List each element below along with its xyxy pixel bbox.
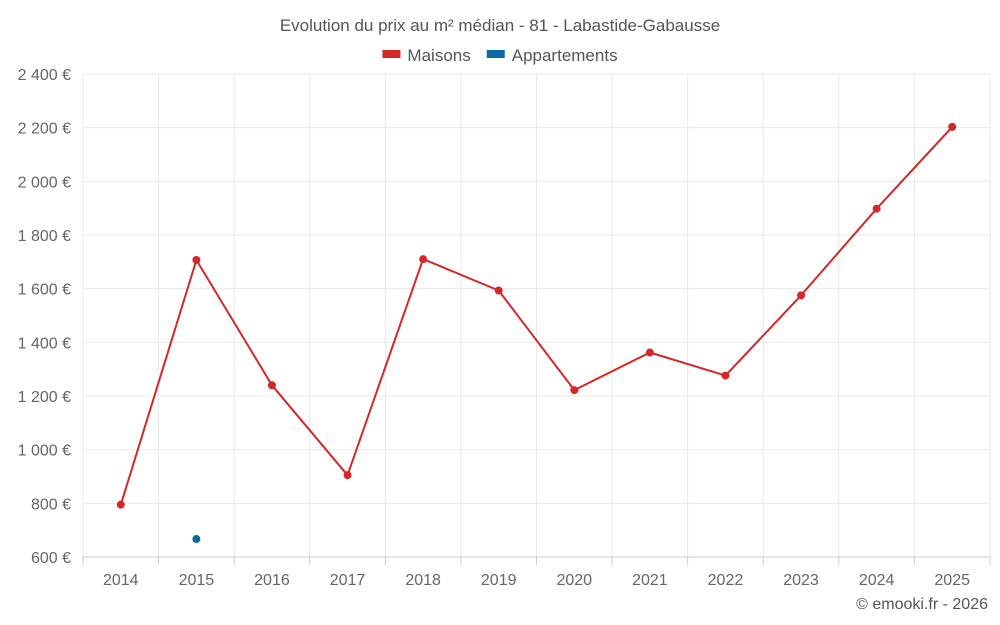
y-tick-label: 800 € <box>31 496 71 513</box>
data-point[interactable] <box>872 204 881 213</box>
legend-label: Maisons <box>407 46 470 65</box>
data-point[interactable] <box>645 348 654 357</box>
y-tick-label: 2 200 € <box>18 121 71 138</box>
x-tick-label: 2014 <box>103 572 139 589</box>
x-axis: 2014 2015 2016 2017 2018 2019 2020 2021 2022 2023… <box>82 556 991 589</box>
x-tick-label: 2021 <box>632 572 668 589</box>
credit-text: © emooki.fr - 2026 <box>856 596 988 613</box>
legend-label: Appartements <box>512 46 618 65</box>
data-point[interactable] <box>948 122 957 131</box>
y-tick-label: 1 000 € <box>18 443 71 460</box>
legend-item[interactable]: Maisons <box>382 46 471 65</box>
y-tick-label: 600 € <box>31 550 71 567</box>
data-point[interactable] <box>267 381 276 390</box>
data-point[interactable] <box>494 286 503 295</box>
x-tick-label: 2019 <box>481 572 517 589</box>
x-tick-label: 2022 <box>708 572 744 589</box>
legend: Maisons Appartements <box>382 46 618 65</box>
x-tick-label: 2018 <box>405 572 441 589</box>
chart-title: Evolution du prix au m² médian - 81 - La… <box>280 16 720 35</box>
grid <box>82 73 991 558</box>
data-point[interactable] <box>192 255 201 264</box>
y-tick-label: 2 000 € <box>18 174 71 191</box>
x-tick-label: 2016 <box>254 572 290 589</box>
legend-item[interactable]: Appartements <box>486 46 618 65</box>
data-point[interactable] <box>419 255 428 264</box>
data-point[interactable] <box>570 386 579 395</box>
legend-swatch <box>382 50 401 58</box>
series-line <box>119 126 953 505</box>
data-point[interactable] <box>192 535 201 544</box>
y-axis: 600 € 800 € 1 000 € 1 200 € 1 400 € 1 600 € 1 … <box>18 67 71 567</box>
series <box>116 122 957 544</box>
legend-swatch <box>486 50 505 58</box>
x-tick-label: 2024 <box>859 572 895 589</box>
y-tick-label: 1 800 € <box>18 228 71 245</box>
x-tick-label: 2020 <box>556 572 592 589</box>
data-point[interactable] <box>116 500 125 509</box>
x-tick-label: 2017 <box>330 572 366 589</box>
series-maisons <box>116 122 957 509</box>
data-point[interactable] <box>721 371 730 380</box>
y-tick-label: 1 200 € <box>18 389 71 406</box>
data-point[interactable] <box>343 471 352 480</box>
data-point[interactable] <box>797 291 806 300</box>
y-tick-label: 1 600 € <box>18 282 71 299</box>
x-tick-label: 2025 <box>934 572 970 589</box>
x-tick-label: 2015 <box>179 572 215 589</box>
x-tick-label: 2023 <box>783 572 819 589</box>
y-tick-label: 2 400 € <box>18 67 71 84</box>
series-appartements <box>192 535 201 544</box>
y-tick-label: 1 400 € <box>18 335 71 352</box>
